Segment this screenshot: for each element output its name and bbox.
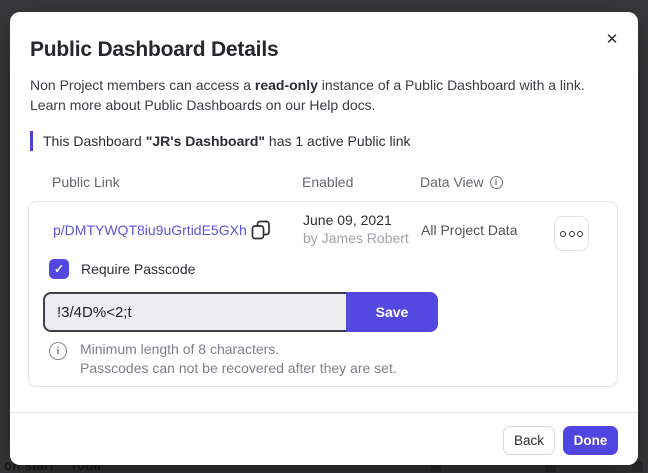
more-options-icon (560, 230, 566, 237)
public-link-card: p/DMTYWQT8iu9uGrtidE5GXh June 09, 2021 b… (28, 201, 618, 387)
dashboard-status-callout: This Dashboard "JR's Dashboard" has 1 ac… (30, 131, 618, 151)
footer-divider (10, 412, 638, 413)
callout-text: This Dashboard (43, 133, 146, 149)
public-link-url[interactable]: p/DMTYWQT8iu9uGrtidE5GXh (53, 222, 247, 238)
background-legend-swatch (632, 461, 643, 472)
description-bold-read-only: read-only (254, 77, 318, 93)
background-legend-swatch (430, 461, 441, 472)
passcode-input-group: Save (43, 292, 438, 332)
footer: Back Done (503, 426, 618, 455)
modal-body: Public Dashboard Details Non Project mem… (10, 12, 638, 387)
column-header-data-view-label: Data View (420, 174, 484, 190)
done-button[interactable]: Done (563, 426, 618, 455)
description-text: Non Project members can access a (30, 77, 255, 93)
require-passcode-row[interactable]: ✓ Require Passcode (49, 259, 195, 279)
enabled-by: by James Robert (303, 230, 409, 246)
description-text: instance of a Public Dashboard with a li… (317, 77, 585, 93)
table-header-row: Public Link Enabled Data View i (30, 173, 618, 191)
note-line2: Passcodes can not be recovered after the… (80, 360, 397, 376)
passcode-note: i Minimum length of 8 characters. Passcod… (49, 340, 397, 378)
info-icon: i (49, 342, 67, 360)
passcode-note-text: Minimum length of 8 characters. Passcodes… (80, 340, 397, 378)
copy-icon[interactable] (250, 219, 272, 241)
back-button[interactable]: Back (503, 426, 555, 455)
callout-text: has 1 active Public link (265, 133, 411, 149)
modal-description: Non Project members can access a read-on… (30, 75, 618, 115)
public-dashboard-details-modal: ✕ Public Dashboard Details Non Project m… (10, 12, 638, 465)
require-passcode-label: Require Passcode (81, 261, 196, 277)
callout-dashboard-name: "JR's Dashboard" (145, 133, 266, 149)
passcode-input[interactable] (43, 292, 346, 332)
note-line1: Minimum length of 8 characters. (80, 341, 280, 357)
description-line2: Learn more about Public Dashboards on ou… (30, 97, 376, 113)
more-options-icon (568, 230, 575, 237)
close-icon[interactable]: ✕ (605, 31, 619, 48)
enabled-cell: June 09, 2021 by James Robert (303, 211, 409, 247)
data-view-info-icon[interactable]: i (489, 175, 503, 189)
background-legend-swatch (545, 461, 556, 472)
more-options-button[interactable] (554, 216, 589, 251)
column-header-data-view: Data View i (420, 174, 618, 190)
data-view-value: All Project Data (421, 222, 518, 238)
more-options-icon (577, 230, 583, 237)
save-button[interactable]: Save (346, 292, 438, 332)
enabled-date: June 09, 2021 (303, 212, 392, 228)
column-header-public-link: Public Link (52, 174, 120, 190)
column-header-enabled: Enabled (302, 174, 354, 190)
modal-title: Public Dashboard Details (30, 38, 279, 61)
require-passcode-checkbox[interactable]: ✓ (49, 259, 69, 279)
